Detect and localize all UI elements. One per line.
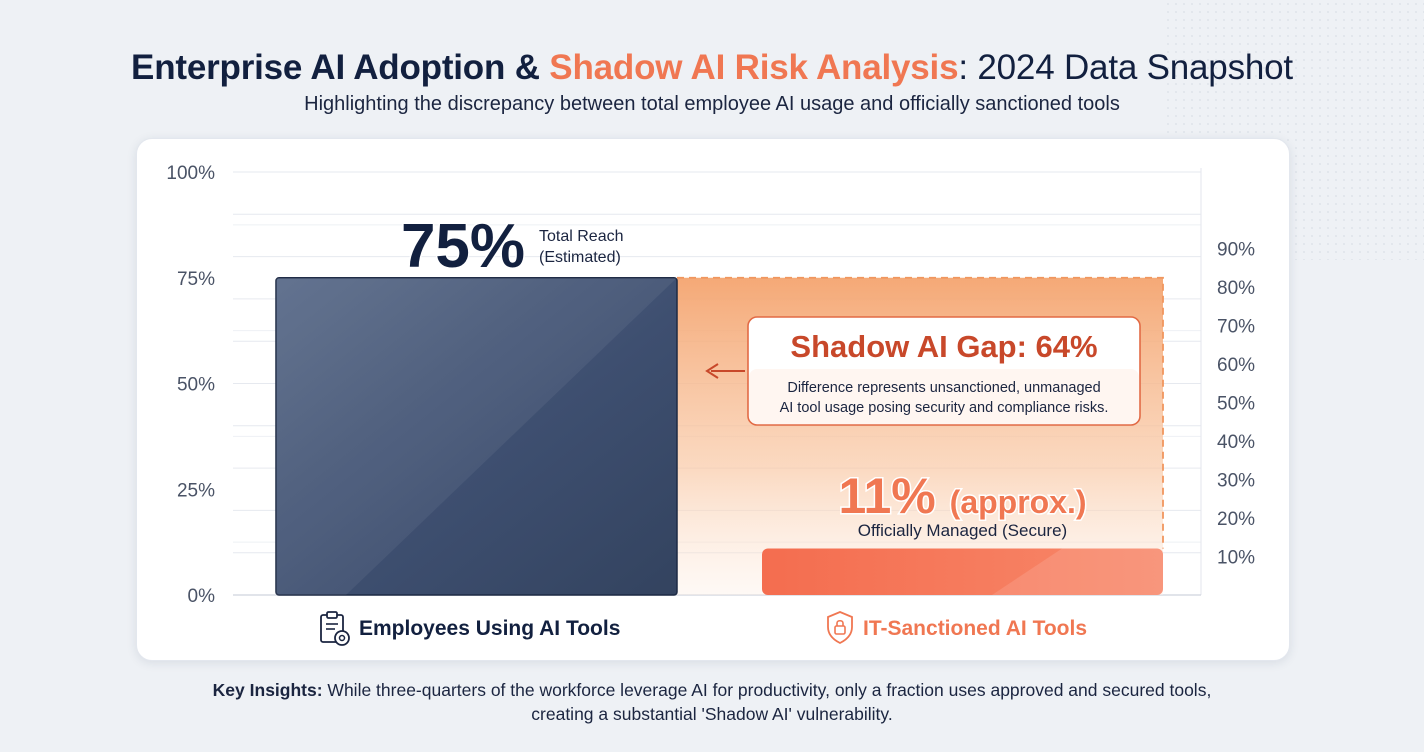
x-category-label: IT-Sanctioned AI Tools: [863, 617, 1087, 640]
gear-inner: [338, 634, 346, 642]
y-tick-right: 90%: [1217, 240, 1255, 261]
bar-employees-using-ai: [275, 277, 678, 596]
chart-card: 0% 25% 50% 75% 100% 10% 20% 30% 40% 50% 60% 70% 80% 9…: [136, 138, 1290, 661]
page-title: Enterprise AI Adoption & Shadow AI Risk …: [0, 48, 1424, 88]
labels-layer: 0% 25% 50% 75% 100% 10% 20% 30% 40% 50% 60% 70% 80% 9…: [166, 163, 1255, 646]
gap-arrow-head: [705, 363, 719, 379]
y-tick-right: 50%: [1217, 394, 1255, 415]
gap-callout-desc-line1: Difference represents unsanctioned, unma…: [787, 380, 1100, 396]
title-accent: Shadow AI Risk Analysis: [549, 48, 959, 87]
bar1-caption-line1: Total Reach: [539, 228, 624, 245]
y-tick-left: 75%: [177, 269, 215, 290]
y-tick-left: 100%: [166, 163, 215, 184]
y-tick-right: 40%: [1217, 432, 1255, 453]
y-tick-right: 80%: [1217, 278, 1255, 299]
bar2-value-label: 11% (approx.): [838, 468, 1086, 524]
lock-body: [834, 625, 846, 635]
bar2-highlight: [992, 548, 1163, 595]
y-tick-right: 20%: [1217, 509, 1255, 530]
key-insights: Key Insights: While three-quarters of th…: [200, 679, 1224, 726]
title-part-1: Enterprise AI Adoption &: [131, 48, 550, 87]
shield-lock-icon: [827, 611, 853, 645]
shield-outline: [827, 611, 853, 645]
insight-text: While three-quarters of the workforce le…: [322, 680, 1212, 724]
page-subtitle: Highlighting the discrepancy between tot…: [304, 93, 1120, 115]
bar-it-sanctioned-ai: [762, 548, 1163, 595]
gap-callout-desc-line2: AI tool usage posing security and compli…: [780, 400, 1109, 416]
bar1-highlight: [276, 277, 677, 595]
y-tick-right: 30%: [1217, 471, 1255, 492]
chart-svg: 0% 25% 50% 75% 100% 10% 20% 30% 40% 50% 60% 70% 80% 9…: [166, 163, 1255, 646]
gear-outer: [334, 630, 350, 646]
y-tick-left: 50%: [177, 375, 215, 396]
title-part-3: : 2024 Data Snapshot: [958, 48, 1293, 87]
bar1-caption-line2: (Estimated): [539, 249, 621, 266]
clipboard-gear-icon: [320, 611, 350, 646]
bar2-caption: Officially Managed (Secure): [858, 521, 1067, 540]
shadow-gap-outline: [677, 276, 1164, 549]
y-tick-right: 10%: [1217, 548, 1255, 569]
y-tick-left: 25%: [177, 480, 215, 501]
y-tick-left: 0%: [188, 586, 216, 607]
gap-callout-lower: [749, 369, 1139, 424]
y-tick-right: 70%: [1217, 317, 1255, 338]
y-tick-right: 60%: [1217, 355, 1255, 376]
bar1-value-label: 75%: [401, 212, 525, 281]
clipboard-clip: [326, 611, 338, 619]
x-category-label: Employees Using AI Tools: [359, 617, 620, 640]
insight-label: Key Insights:: [212, 680, 323, 700]
gap-callout-title: Shadow AI Gap: 64%: [790, 329, 1097, 364]
lock-shackle: [836, 619, 844, 626]
